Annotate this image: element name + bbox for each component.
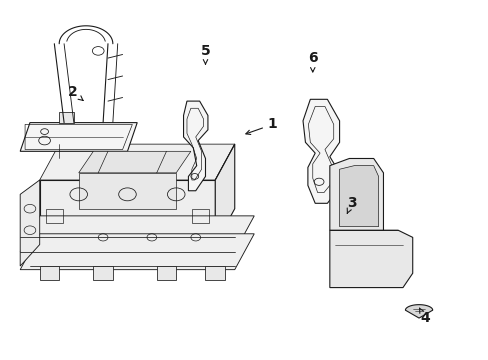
Polygon shape — [329, 158, 383, 230]
Text: 3: 3 — [346, 196, 356, 213]
Polygon shape — [20, 234, 254, 270]
Polygon shape — [339, 166, 378, 226]
Polygon shape — [303, 99, 339, 203]
Polygon shape — [405, 305, 432, 318]
Text: 1: 1 — [245, 117, 277, 135]
Polygon shape — [157, 266, 176, 280]
Polygon shape — [20, 180, 40, 266]
Text: 6: 6 — [307, 51, 317, 72]
Polygon shape — [40, 266, 59, 280]
Polygon shape — [40, 180, 215, 244]
Text: 4: 4 — [419, 308, 429, 325]
Polygon shape — [20, 123, 137, 151]
Polygon shape — [59, 112, 74, 123]
Polygon shape — [79, 151, 190, 173]
Polygon shape — [205, 266, 224, 280]
Polygon shape — [329, 230, 412, 288]
Polygon shape — [40, 144, 234, 180]
Polygon shape — [79, 173, 176, 209]
Polygon shape — [20, 216, 254, 252]
Polygon shape — [93, 266, 113, 280]
Polygon shape — [215, 144, 234, 244]
Text: 2: 2 — [68, 85, 83, 100]
Text: 5: 5 — [200, 44, 210, 64]
Polygon shape — [183, 101, 207, 191]
